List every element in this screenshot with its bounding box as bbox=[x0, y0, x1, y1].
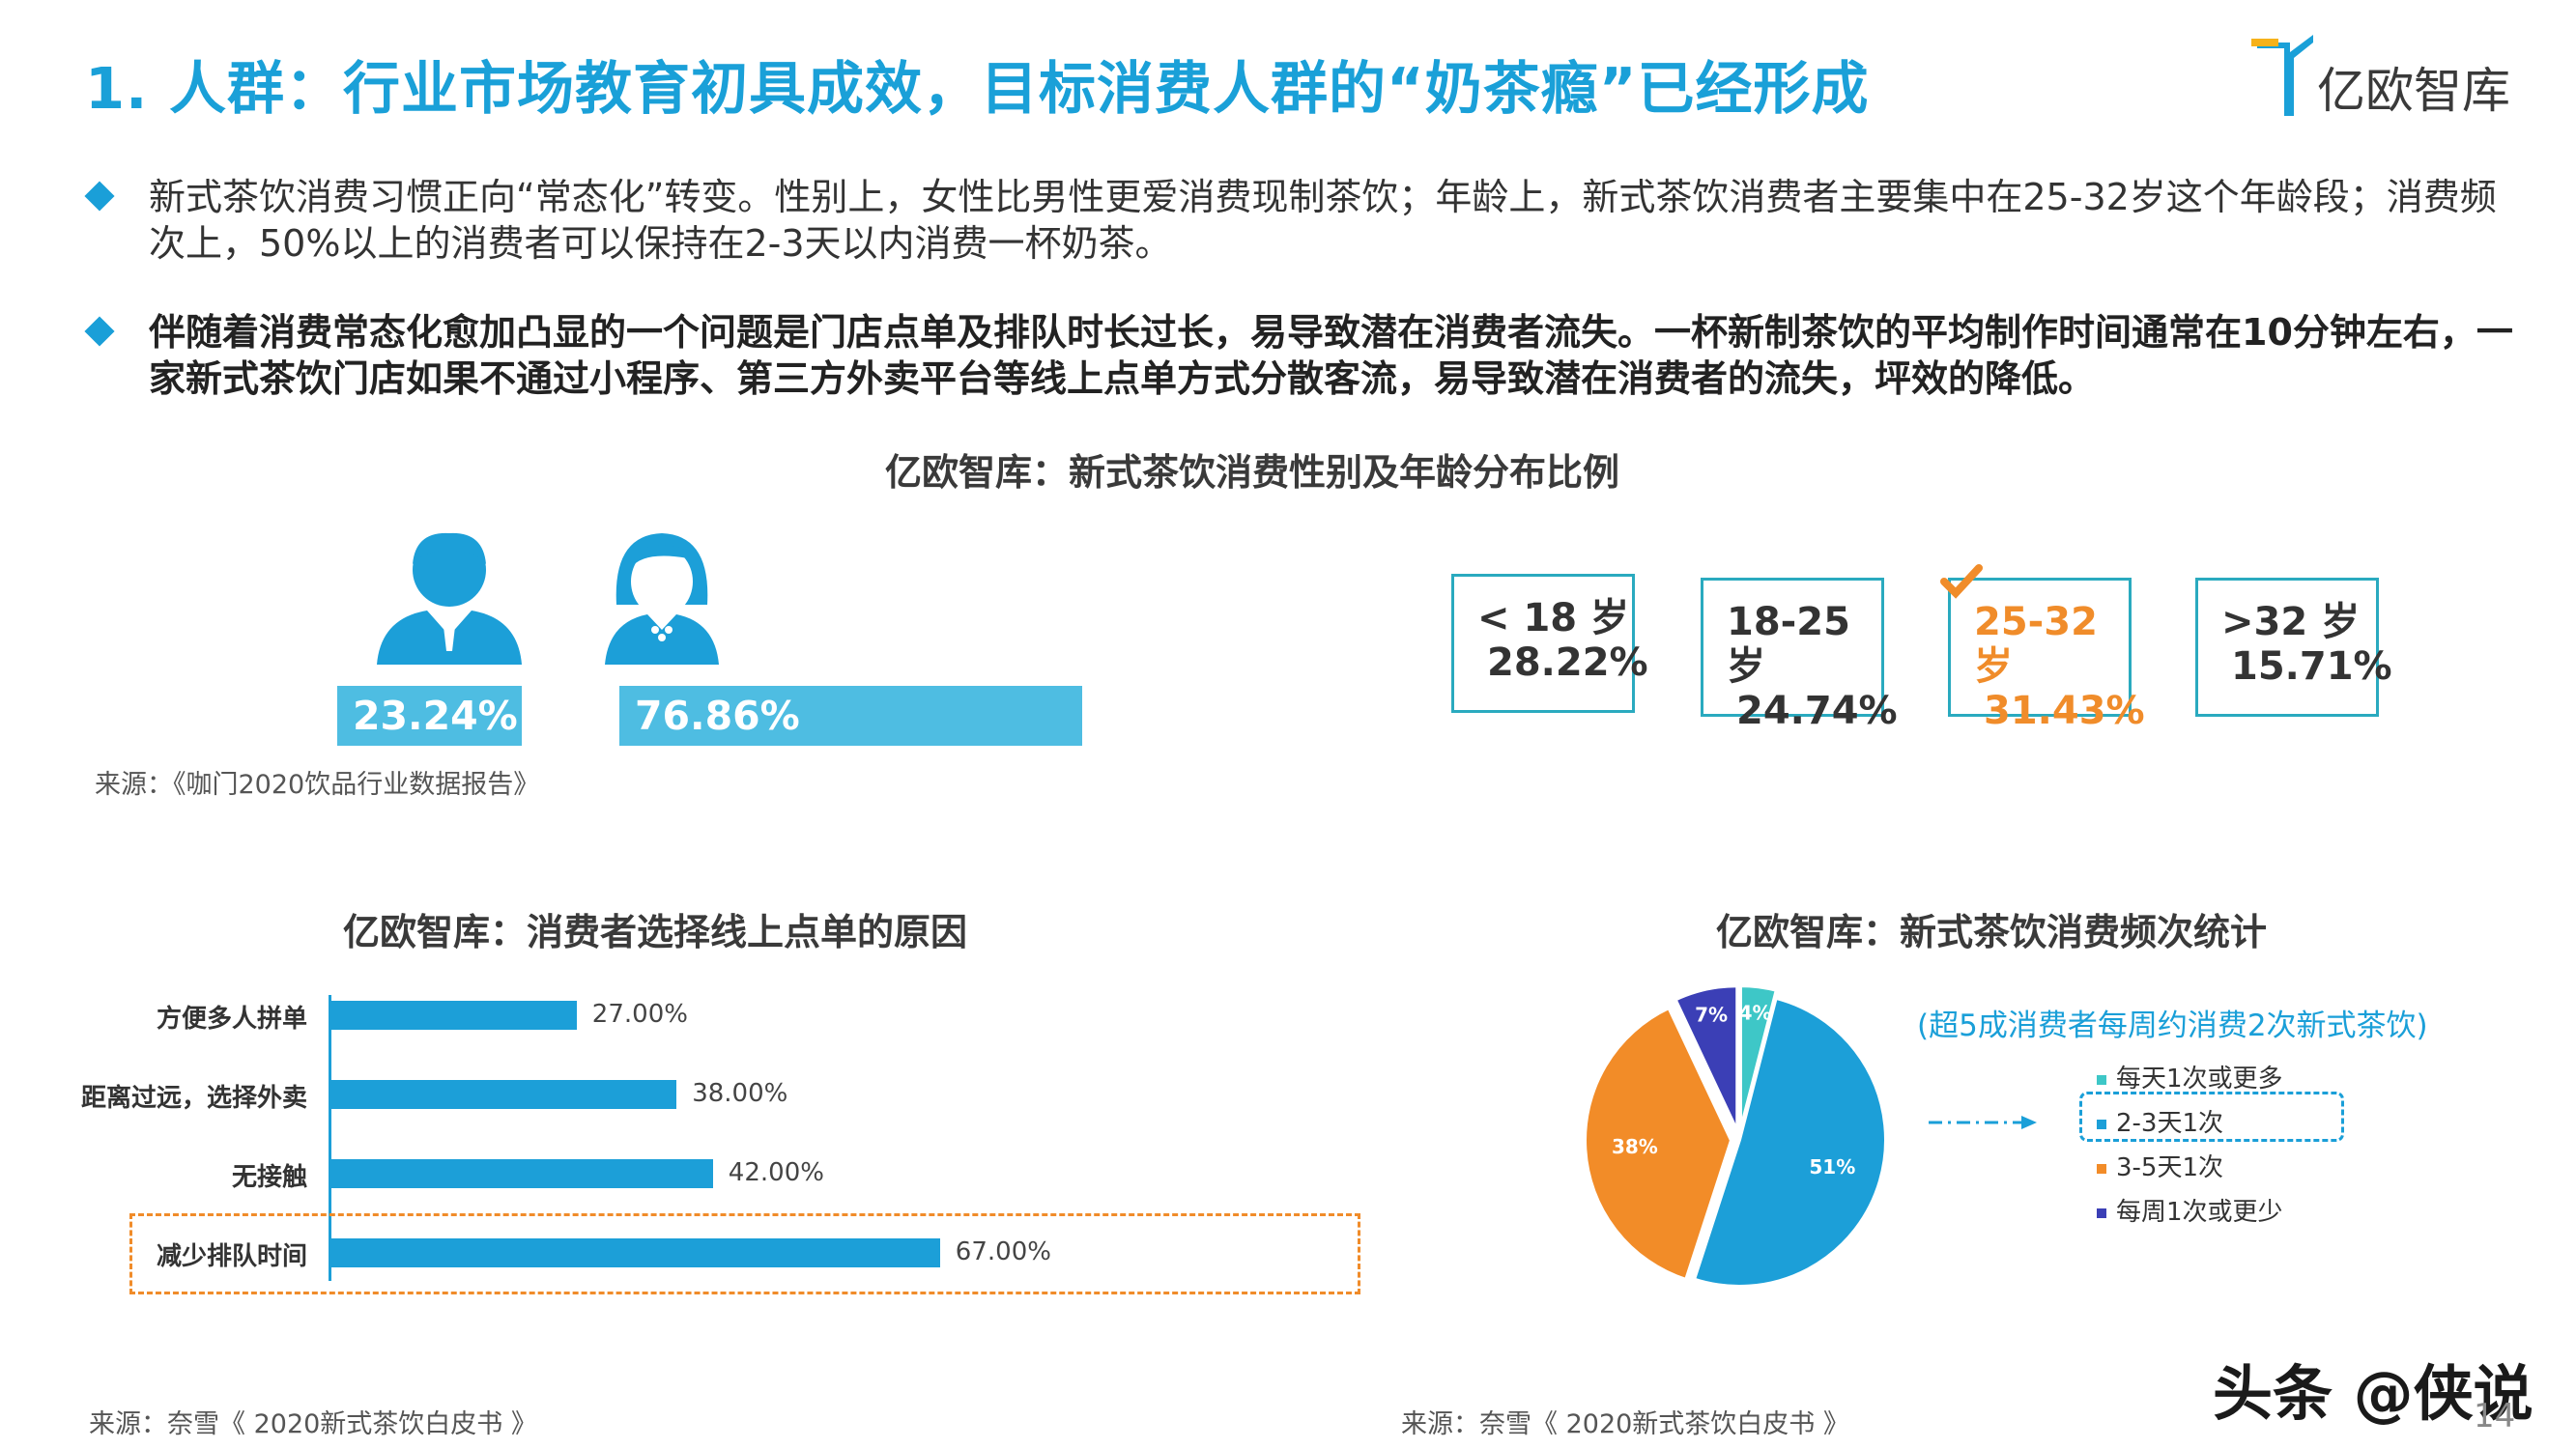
dash-arrow-icon bbox=[1929, 1116, 2037, 1129]
pie-slice bbox=[1672, 983, 1740, 1134]
legend-item: 3-5天1次 bbox=[2097, 1148, 2223, 1183]
watermark: 头条 @侠说 bbox=[2213, 1358, 2533, 1429]
source-note: 来源：奈雪《 2020新式茶饮白皮书 》 bbox=[89, 1409, 537, 1439]
source-note: 来源：奈雪《 2020新式茶饮白皮书 》 bbox=[1401, 1409, 1849, 1439]
bar-chart-axis bbox=[329, 995, 331, 1281]
age-group-label: 25-32 岁 bbox=[1974, 600, 2098, 689]
bullet-point: 新式茶饮消费习惯正向“常态化”转变。性别上，女性比男性更爱消费现制茶饮；年龄上，… bbox=[84, 174, 2524, 267]
bar bbox=[331, 1238, 940, 1267]
legend-swatch bbox=[2097, 1119, 2106, 1129]
online-order-reasons-chart-title: 亿欧智库：消费者选择线上点单的原因 bbox=[343, 911, 968, 953]
bar-value-label: 42.00% bbox=[728, 1158, 824, 1187]
page-title: 1. 人群：行业市场教育初具成效，目标消费人群的“奶茶瘾”已经形成 bbox=[85, 55, 1870, 122]
legend-label: 每周1次或更少 bbox=[2116, 1198, 2283, 1227]
female-percentage-bar: 76.86% bbox=[619, 686, 1082, 746]
age-group-value: 31.43% bbox=[1984, 689, 2145, 733]
male-user-icon bbox=[377, 532, 522, 665]
age-group-label: >32 岁 bbox=[2221, 600, 2361, 644]
bar-value-label: 67.00% bbox=[955, 1237, 1051, 1266]
pie-slice bbox=[1583, 1005, 1734, 1283]
male-percentage-bar: 23.24% bbox=[337, 686, 522, 746]
logo: 亿欧智库 bbox=[2251, 35, 2541, 122]
frequency-chart-title: 亿欧智库：新式茶饮消费频次统计 bbox=[1716, 911, 2268, 953]
page-number: 14 bbox=[2474, 1397, 2516, 1435]
age-group-box: < 18 岁 28.22% bbox=[1451, 574, 1648, 713]
age-group-value: 24.74% bbox=[1736, 689, 1898, 733]
bar bbox=[331, 1080, 677, 1109]
bar bbox=[331, 1159, 713, 1188]
bar-value-label: 27.00% bbox=[591, 1000, 688, 1029]
source-note: 来源：《咖门2020饮品行业数据报告》 bbox=[95, 770, 540, 800]
logo-icon bbox=[2251, 35, 2313, 116]
pie-slice-label: 38% bbox=[1612, 1135, 1658, 1158]
legend-swatch bbox=[2097, 1163, 2106, 1174]
bar-category-label: 减少排队时间 bbox=[156, 1242, 307, 1271]
logo-text: 亿欧智库 bbox=[2317, 63, 2510, 119]
pie-slice-label: 51% bbox=[1809, 1155, 1855, 1179]
bar bbox=[331, 1001, 577, 1030]
pie-slice-label: 7% bbox=[1695, 1004, 1728, 1027]
highlight-dashed-box bbox=[129, 1213, 1360, 1294]
bullet-text: 伴随着消费常态化愈加凸显的一个问题是门店点单及排队时长过长，易导致潜在消费者流失… bbox=[149, 311, 2513, 400]
bullet-text: 新式茶饮消费习惯正向“常态化”转变。性别上，女性比男性更爱消费现制茶饮；年龄上，… bbox=[149, 176, 2497, 265]
legend-item: 2-3天1次 bbox=[2097, 1103, 2223, 1139]
legend-label: 3-5天1次 bbox=[2116, 1153, 2224, 1182]
legend-swatch bbox=[2097, 1208, 2106, 1218]
age-group-value: 15.71% bbox=[2231, 644, 2392, 689]
bar-value-label: 38.00% bbox=[692, 1079, 788, 1108]
pie-slice bbox=[1691, 995, 1888, 1289]
legend-swatch bbox=[2097, 1074, 2106, 1085]
legend-label: 每天1次或更多 bbox=[2116, 1065, 2283, 1094]
pie-chart-note: (超5成消费者每周约消费2次新式茶饮) bbox=[1917, 1009, 2428, 1043]
gender-age-chart-title: 亿欧智库：新式茶饮消费性别及年龄分布比例 bbox=[885, 451, 1620, 494]
diamond-bullet-icon bbox=[84, 316, 115, 347]
age-group-box: 18-25 岁 24.74% bbox=[1701, 578, 1898, 733]
checkmark-icon bbox=[1940, 564, 1983, 599]
legend-highlight-box bbox=[2079, 1092, 2344, 1142]
female-user-icon bbox=[605, 533, 719, 665]
frequency-pie-chart: 4% 51% 38% 7% bbox=[1583, 983, 1888, 1289]
bar-category-label: 距离过远，选择外卖 bbox=[80, 1084, 307, 1113]
bullet-point: 伴随着消费常态化愈加凸显的一个问题是门店点单及排队时长过长，易导致潜在消费者流失… bbox=[84, 309, 2524, 402]
legend-item: 每周1次或更少 bbox=[2097, 1192, 2283, 1228]
age-group-box: >32 岁 15.71% bbox=[2195, 578, 2392, 717]
age-group-label: 18-25 岁 bbox=[1727, 600, 1850, 689]
age-group-label: < 18 岁 bbox=[1477, 596, 1630, 640]
legend-label: 2-3天1次 bbox=[2116, 1109, 2224, 1138]
age-group-value: 28.22% bbox=[1487, 640, 1648, 685]
bar-category-label: 无接触 bbox=[231, 1163, 307, 1192]
legend-item: 每天1次或更多 bbox=[2097, 1059, 2283, 1094]
pie-slice-label: 4% bbox=[1739, 1001, 1772, 1024]
bar-category-label: 方便多人拼单 bbox=[156, 1005, 307, 1034]
diamond-bullet-icon bbox=[84, 181, 115, 212]
age-group-box-highlighted: 25-32 岁 31.43% bbox=[1948, 578, 2145, 733]
